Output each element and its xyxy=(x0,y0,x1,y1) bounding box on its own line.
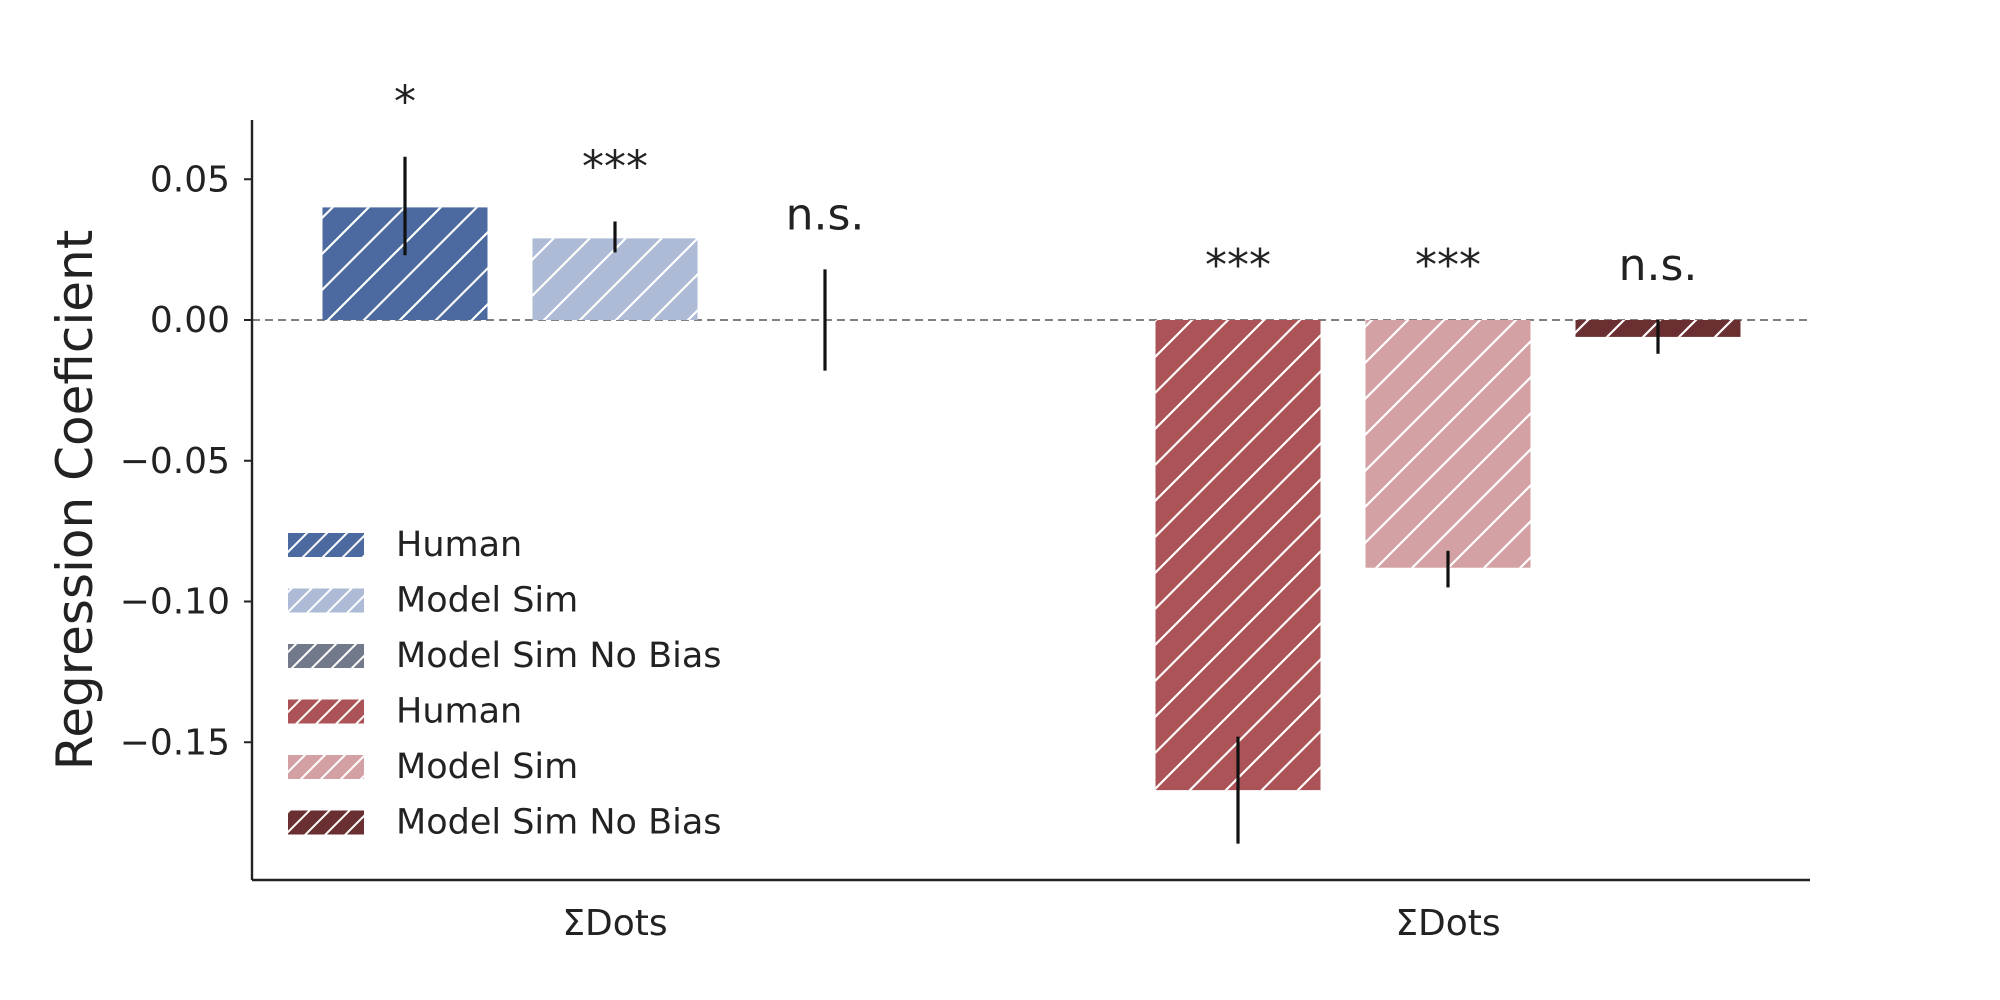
y-tick-label: −0.10 xyxy=(120,582,230,623)
significance-label: * xyxy=(394,77,416,128)
legend-label: Model Sim No Bias xyxy=(396,803,722,843)
x-category-label: ΣDots xyxy=(1395,903,1500,944)
x-category-label: ΣDots xyxy=(562,903,667,944)
y-tick-label: 0.05 xyxy=(150,159,230,200)
y-axis-label: Regression Coeficient xyxy=(46,230,104,771)
significance-label: *** xyxy=(1415,240,1481,291)
y-tick-label: 0.00 xyxy=(150,300,230,341)
legend-label: Model Sim xyxy=(396,581,578,621)
bar-hatch xyxy=(1155,320,1321,791)
legend-swatch-hatch xyxy=(288,810,364,835)
legend-swatch-hatch xyxy=(288,533,364,557)
significance-label: n.s. xyxy=(786,189,865,240)
y-tick-label: −0.05 xyxy=(120,441,230,482)
legend-label: Model Sim No Bias xyxy=(396,636,722,676)
legend-swatch-hatch xyxy=(288,699,364,724)
legend-label: Model Sim xyxy=(396,747,578,787)
legend-swatch-hatch xyxy=(288,588,364,613)
legend-label: Human xyxy=(396,692,522,732)
significance-label: *** xyxy=(582,141,648,192)
legend-label: Human xyxy=(396,525,522,565)
significance-label: n.s. xyxy=(1619,240,1698,291)
legend-swatch-hatch xyxy=(288,644,364,668)
bar-hatch xyxy=(1365,320,1531,568)
y-tick-label: −0.15 xyxy=(120,722,230,763)
significance-label: *** xyxy=(1205,240,1271,291)
legend-swatch-hatch xyxy=(288,755,364,779)
